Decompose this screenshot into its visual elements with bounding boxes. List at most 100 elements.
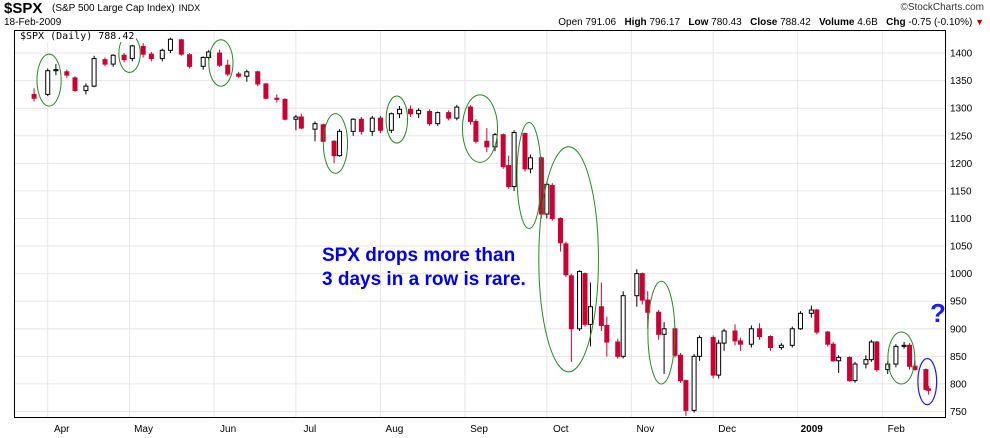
- highlight-circle: [647, 280, 676, 385]
- volume-label: Volume: [819, 17, 855, 28]
- x-tick-label: 2009: [801, 424, 824, 435]
- index-name: (S&P 500 Large Cap Index) INDX: [52, 3, 200, 14]
- chg-value: -0.75 (-0.10%): [908, 17, 973, 28]
- candle-body: [907, 344, 913, 367]
- candle-body: [416, 109, 422, 115]
- candle-body: [527, 157, 533, 170]
- highlight-circle-last: [917, 357, 938, 406]
- candle-body: [64, 71, 70, 76]
- candle-body: [677, 354, 683, 382]
- chart-legend: $SPX (Daily) 788.42: [18, 31, 137, 42]
- candle-body: [388, 113, 394, 131]
- candle-body: [814, 309, 820, 333]
- y-tick-label: 1100: [950, 214, 972, 225]
- open-value: 791.06: [585, 17, 617, 28]
- candle-body: [874, 341, 880, 371]
- candle-body: [852, 363, 858, 382]
- candle-body: [691, 355, 697, 411]
- x-tick-label: Nov: [636, 424, 654, 435]
- x-tick-label: Oct: [553, 424, 569, 435]
- candle-body: [716, 342, 722, 376]
- candle-body: [244, 71, 250, 77]
- candle-body: [454, 106, 460, 119]
- candle-body: [473, 120, 479, 142]
- candle-body: [732, 330, 738, 342]
- candle-body: [217, 52, 223, 66]
- y-tick-label: 750: [950, 407, 967, 418]
- candle-body: [587, 306, 593, 325]
- plot-area: [14, 30, 946, 418]
- candle-body: [582, 273, 588, 325]
- y-tick-label: 1000: [950, 269, 973, 280]
- open-label: Open: [558, 17, 583, 28]
- candle-body: [757, 328, 763, 337]
- candle-body: [148, 53, 154, 60]
- candle-body: [863, 359, 869, 365]
- candle-body: [236, 73, 242, 77]
- y-tick-label: 1350: [950, 76, 973, 87]
- candle-body: [656, 311, 662, 335]
- annotation-text: SPX drops more than 3 days in a row is r…: [322, 244, 526, 292]
- candle-body: [427, 111, 433, 125]
- candle-body: [225, 64, 231, 75]
- highlight-circle: [385, 95, 409, 144]
- quote-summary: Open 791.06 High 796.17 Low 780.43 Close…: [558, 17, 984, 28]
- candle-body: [830, 343, 836, 362]
- candle-body: [901, 344, 907, 347]
- candle-body: [836, 356, 842, 362]
- x-tick-label: Feb: [888, 424, 906, 435]
- candle-body: [511, 131, 517, 188]
- candle-body: [397, 108, 403, 115]
- candle-body: [604, 324, 610, 343]
- chg-label: Chg: [886, 17, 906, 28]
- candle-body: [893, 345, 899, 365]
- candle-body: [178, 39, 184, 55]
- brand-watermark: ©StockCharts.com: [900, 2, 984, 13]
- candle-body: [121, 54, 127, 61]
- close-label: Close: [750, 17, 778, 28]
- candle-body: [885, 363, 891, 371]
- candle-body: [167, 38, 173, 51]
- candle-body: [159, 49, 165, 60]
- candle-body: [767, 335, 773, 349]
- y-tick-label: 900: [950, 324, 967, 335]
- candle-body: [377, 117, 383, 131]
- candle-body: [435, 112, 441, 125]
- candle-body: [407, 108, 413, 115]
- candle-body: [697, 337, 703, 357]
- y-tick-label: 800: [950, 379, 967, 390]
- candle-body: [563, 243, 569, 276]
- candle-body: [31, 93, 37, 99]
- candle-body: [549, 184, 555, 219]
- candle-body: [274, 97, 280, 100]
- x-tick-label: Jul: [304, 424, 317, 435]
- candle-body: [358, 118, 364, 132]
- candle-body: [737, 340, 743, 345]
- down-arrow-icon: ▼: [975, 17, 984, 27]
- x-tick-label: Sep: [470, 424, 488, 435]
- candle-body: [500, 134, 506, 168]
- high-value: 796.17: [649, 17, 681, 28]
- candle-body: [298, 116, 304, 129]
- question-mark: ?: [930, 298, 946, 328]
- annotation-line-2: 3 days in a row is rare.: [322, 269, 526, 290]
- candle-body: [337, 130, 343, 157]
- x-tick-label: Aug: [386, 424, 404, 435]
- candle-body: [847, 356, 853, 382]
- candle-body: [45, 70, 51, 95]
- candle-body: [710, 337, 716, 376]
- candle-body: [282, 98, 288, 120]
- candle-body: [577, 270, 583, 330]
- highlight-circle: [36, 53, 62, 107]
- candle-body: [789, 328, 795, 346]
- candle-body: [312, 123, 318, 130]
- highlight-circle: [208, 39, 234, 87]
- highlight-circle: [516, 121, 542, 229]
- candle-body: [72, 77, 78, 92]
- highlight-circle: [461, 94, 499, 163]
- index-full-name: (S&P 500 Large Cap Index): [52, 3, 175, 14]
- candle-body: [263, 83, 269, 99]
- candle-body: [661, 328, 667, 335]
- candle-body: [102, 59, 108, 65]
